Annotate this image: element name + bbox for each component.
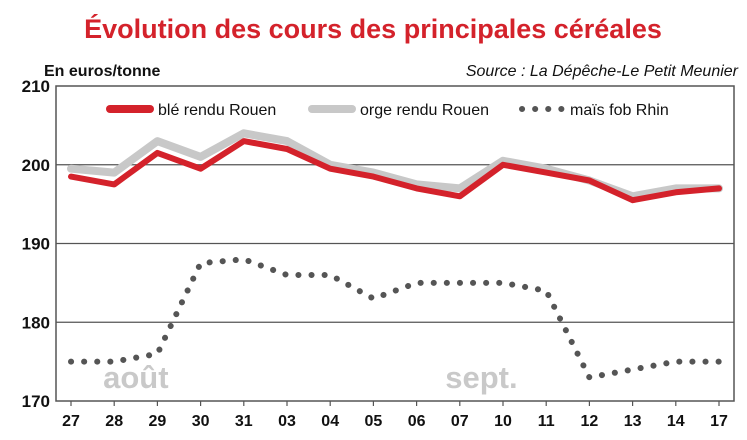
month-annotation: sept.	[445, 360, 517, 395]
x-tick-label: 06	[408, 413, 426, 430]
series-lines	[67, 129, 723, 381]
x-tick-label: 27	[62, 413, 80, 430]
x-tick-label: 04	[321, 413, 339, 430]
x-tick-label: 10	[494, 413, 512, 430]
x-tick-label: 13	[624, 413, 642, 430]
month-annotation: août	[103, 360, 168, 395]
x-tick-labels: 27 28 29 30 31 03 04 05 06 07 10 11 12 13 14 17	[62, 401, 728, 430]
y-tick-label: 210	[22, 77, 50, 96]
y-axis-label: En euros/tonne	[44, 63, 161, 80]
legend: blé rendu Rouen orge rendu Rouen maïs fob …	[106, 102, 669, 119]
source-note: Source : La Dépêche-Le Petit Meunier	[466, 63, 739, 80]
month-annotations: août sept.	[103, 360, 517, 395]
x-tick-label: 29	[149, 413, 167, 430]
x-tick-label: 31	[235, 413, 253, 430]
x-tick-label: 07	[451, 413, 469, 430]
series-line-maïs-fob-rhin	[68, 256, 722, 381]
x-tick-label: 30	[192, 413, 210, 430]
y-tick-label: 180	[22, 313, 50, 332]
y-tick-label: 200	[22, 156, 50, 175]
x-tick-label: 03	[278, 413, 296, 430]
legend-label: orge rendu Rouen	[360, 102, 489, 119]
x-tick-label: 17	[710, 413, 728, 430]
x-tick-label: 12	[581, 413, 599, 430]
x-tick-label: 28	[105, 413, 123, 430]
gridlines	[56, 164, 734, 323]
chart-title: Évolution des cours des principales céré…	[84, 13, 662, 44]
y-tick-labels: 170 180 190 200 210	[22, 77, 50, 411]
series-line-blé-rendu-rouen	[68, 138, 722, 204]
y-tick-label: 190	[22, 235, 50, 254]
legend-label: maïs fob Rhin	[570, 102, 669, 119]
x-tick-label: 05	[365, 413, 383, 430]
x-tick-label: 11	[538, 413, 555, 430]
legend-label: blé rendu Rouen	[158, 102, 276, 119]
x-tick-label: 14	[667, 413, 685, 430]
y-tick-label: 170	[22, 392, 50, 411]
